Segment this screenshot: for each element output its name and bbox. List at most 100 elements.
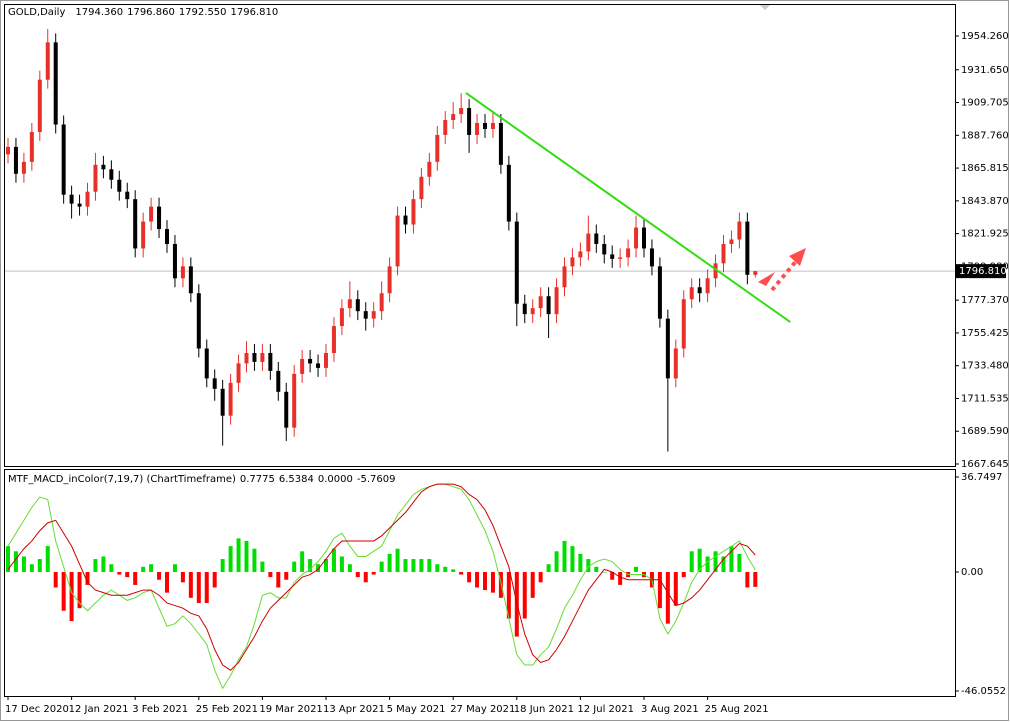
candle-body xyxy=(459,108,464,115)
candle-body xyxy=(475,123,480,135)
y-tick-label: 1777.370 xyxy=(961,295,1009,306)
histogram-bar xyxy=(220,559,225,572)
histogram-bar xyxy=(125,571,130,578)
candle-body xyxy=(125,191,130,200)
x-tick-label: 13 Apr 2021 xyxy=(323,704,385,715)
price-panel xyxy=(4,4,956,467)
histogram-bar xyxy=(745,571,750,588)
candle-body xyxy=(538,296,543,309)
plot-layer: 1954.260 1931.650 1909.705 1887.760 1865.815… xyxy=(5,28,1009,715)
candle-body xyxy=(324,352,328,368)
y-tick-label: 1733.480 xyxy=(961,361,1009,372)
candle-body xyxy=(188,266,193,294)
histogram-bar xyxy=(165,571,169,593)
histogram-bar xyxy=(562,540,567,572)
candle-body xyxy=(554,287,559,315)
histogram-bar xyxy=(443,566,448,572)
candle-body xyxy=(745,221,750,275)
histogram-bar xyxy=(355,571,360,578)
candle-body xyxy=(546,296,551,315)
y-tick-label: 1821.925 xyxy=(961,229,1009,240)
histogram-bar xyxy=(546,564,551,572)
histogram-bar xyxy=(244,540,249,572)
candle-body xyxy=(180,266,185,279)
histogram-bar xyxy=(204,571,209,603)
histogram-bar xyxy=(594,566,599,572)
candle-body xyxy=(339,308,344,327)
histogram-bar xyxy=(395,548,400,572)
histogram-bar xyxy=(141,566,146,572)
candle-body xyxy=(347,299,352,309)
histogram-bar xyxy=(93,559,98,572)
histogram-bar xyxy=(578,553,583,572)
candle-body xyxy=(101,164,106,170)
y-tick-label: -46.0552 xyxy=(961,686,1006,697)
histogram-bar xyxy=(109,564,114,572)
x-tick-label: 18 Jun 2021 xyxy=(514,704,574,715)
indicator-value: 0.0000 xyxy=(318,474,353,485)
histogram-bar xyxy=(85,571,90,585)
candle-body xyxy=(602,243,607,255)
histogram-bar xyxy=(681,571,686,578)
x-tick-label: 12 Jan 2021 xyxy=(69,704,129,715)
candle-body xyxy=(689,287,694,300)
candle-body xyxy=(252,352,257,362)
histogram-bar xyxy=(721,556,726,572)
candle-body xyxy=(363,311,368,319)
histogram-bar xyxy=(276,571,281,588)
candle-body xyxy=(236,363,241,383)
candle-body xyxy=(300,358,305,374)
symbol: GOLD,Daily xyxy=(8,7,65,18)
candle-body xyxy=(260,352,265,362)
candle-body xyxy=(737,221,742,240)
histogram-bar xyxy=(37,559,42,572)
x-tick-label: 3 Feb 2021 xyxy=(132,704,188,715)
indicator-value: -5.7609 xyxy=(357,474,396,485)
macd-header: MTF_MACD_inColor(7,19,7) (ChartTimeframe… xyxy=(8,474,396,485)
candle-body xyxy=(165,229,169,244)
candle-body xyxy=(141,221,146,249)
histogram-bar xyxy=(292,561,297,572)
histogram-bar xyxy=(347,564,352,572)
x-tick-label: 19 Mar 2021 xyxy=(259,704,322,715)
candle-body xyxy=(618,257,623,259)
histogram-bar xyxy=(268,571,273,578)
macd-panel xyxy=(4,469,956,697)
candle-body xyxy=(21,161,26,174)
histogram-bar xyxy=(228,546,233,572)
candle-body xyxy=(395,215,400,267)
histogram-bar xyxy=(459,571,464,575)
low-value: 1792.550 xyxy=(179,7,227,18)
candle-body xyxy=(705,278,710,294)
current-price-box xyxy=(956,264,1006,279)
candle-body xyxy=(649,248,654,267)
histogram-bar xyxy=(300,551,305,572)
candle-body xyxy=(196,293,201,349)
histogram-bar xyxy=(196,571,201,603)
histogram-bar xyxy=(379,561,384,572)
x-tick-label: 25 Feb 2021 xyxy=(196,704,258,715)
candle-body xyxy=(117,179,122,192)
histogram-bar xyxy=(610,571,615,580)
histogram-bar xyxy=(427,559,432,572)
histogram-bar xyxy=(61,571,66,611)
candle-body xyxy=(93,164,98,192)
candle-body xyxy=(268,352,273,371)
candle-body xyxy=(634,227,639,249)
candle-body xyxy=(419,176,424,200)
histogram-bar xyxy=(753,571,758,587)
macd-line xyxy=(7,483,756,690)
histogram-bar xyxy=(284,571,289,580)
candle-body xyxy=(204,348,209,379)
histogram-bar xyxy=(172,564,177,572)
histogram-bar xyxy=(212,571,217,588)
histogram-bar xyxy=(689,551,694,572)
histogram-bar xyxy=(618,571,623,585)
histogram-bar xyxy=(419,559,424,572)
candle-body xyxy=(681,299,686,349)
candle-body xyxy=(498,123,503,165)
scroll-marker xyxy=(760,5,770,10)
candle-body xyxy=(244,352,249,364)
candle-body xyxy=(522,303,527,315)
x-tick-label: 25 Aug 2021 xyxy=(705,704,769,715)
